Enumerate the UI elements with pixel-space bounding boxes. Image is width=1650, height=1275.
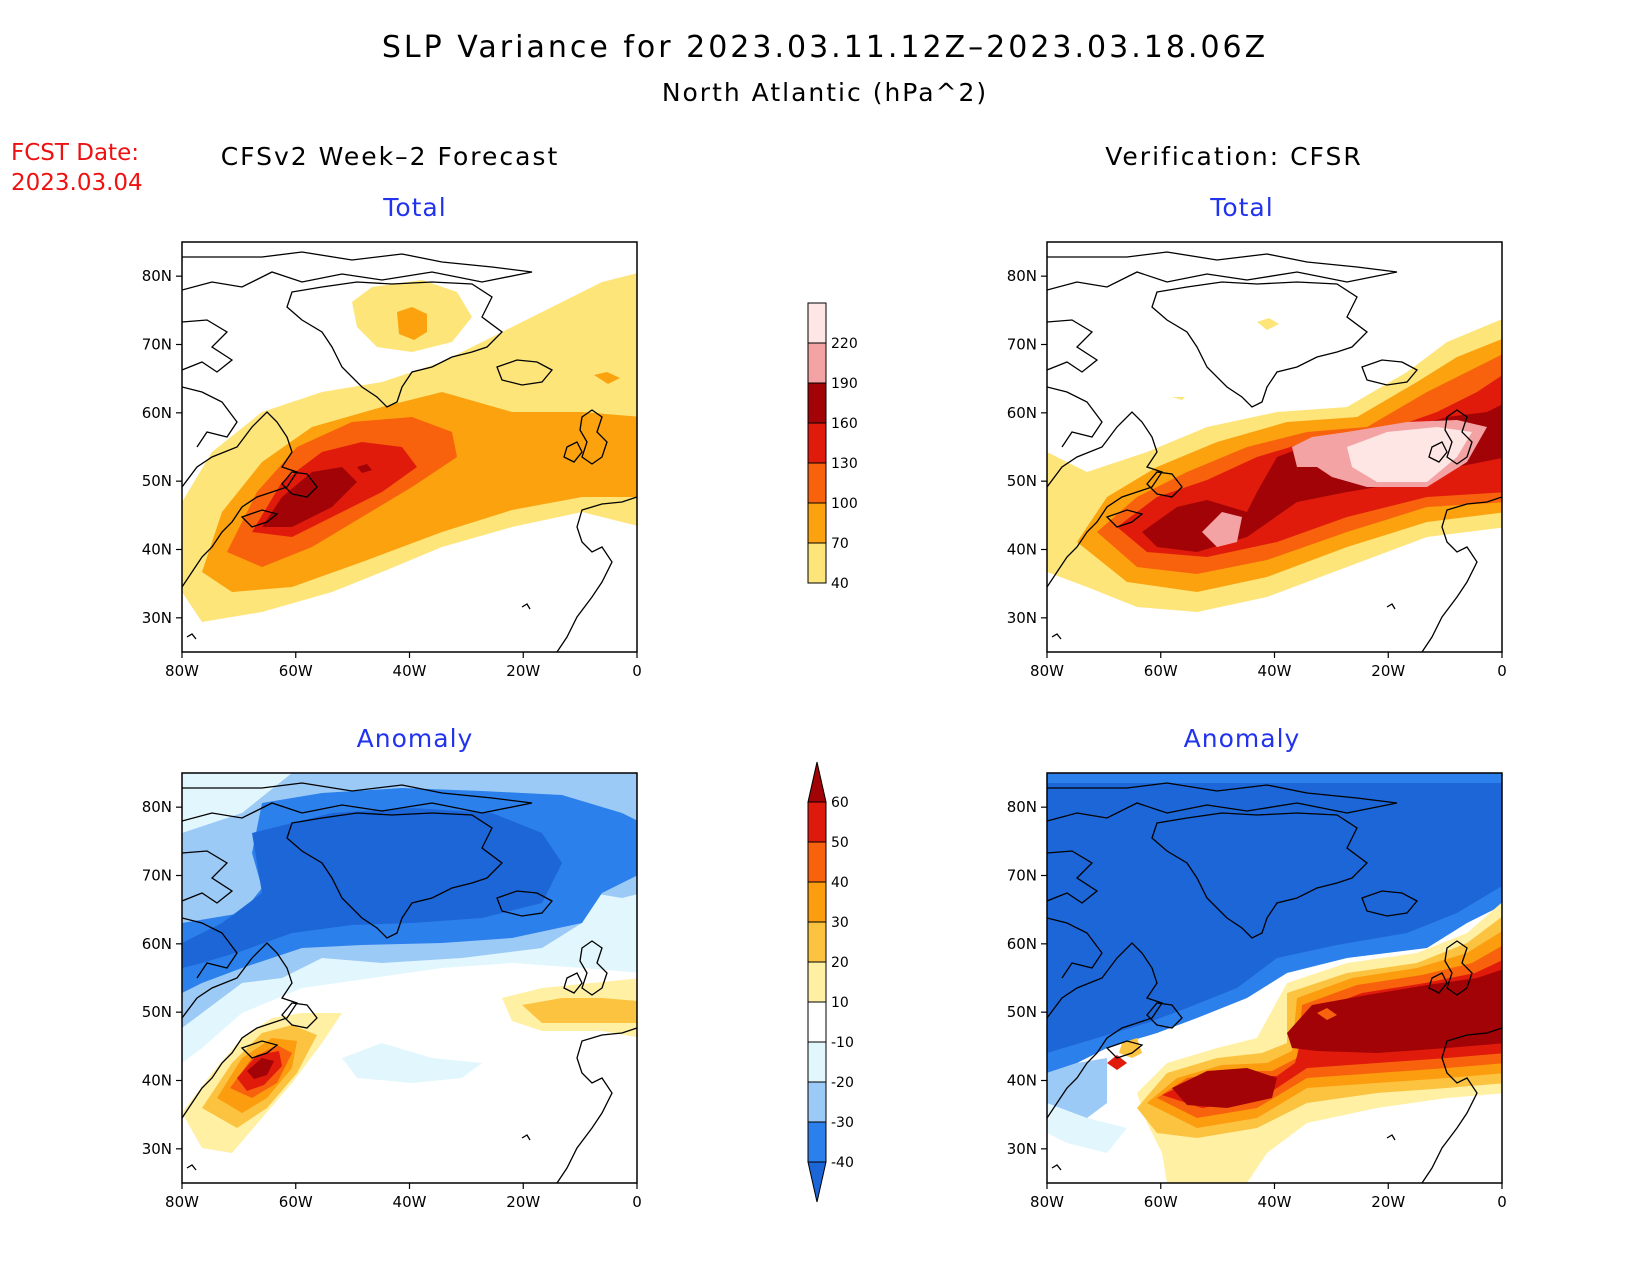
lat-tick-label: 60N (142, 404, 172, 422)
colorbar-level-label: -10 (831, 1035, 854, 1051)
lon-tick-label: 40W (1258, 662, 1292, 680)
page-title: SLP Variance for 2023.03.11.12Z–2023.03.… (381, 30, 1269, 65)
colorbar-swatch (807, 302, 827, 344)
lat-tick-label: 50N (1007, 1003, 1037, 1021)
colorbar-swatch (807, 1001, 827, 1043)
colorbar-swatch (807, 841, 827, 883)
colorbar-level-label: 100 (831, 496, 858, 512)
colorbar-swatch (807, 342, 827, 384)
colorbar-swatch (807, 462, 827, 504)
lon-tick-label: 0 (632, 662, 642, 680)
lat-tick-label: 80N (142, 798, 172, 816)
fcst-date-label: FCST Date: (11, 140, 139, 166)
colorbar-level-label: -40 (831, 1155, 854, 1171)
colorbar-swatch (807, 502, 827, 544)
lon-tick-label: 0 (632, 1193, 642, 1211)
column-title-verification: Verification: CFSR (1105, 142, 1363, 171)
colorbar-level-label: 40 (831, 576, 849, 592)
colorbar-level-label: 30 (831, 915, 849, 931)
lat-tick-label: 40N (142, 1072, 172, 1090)
lat-tick-label: 80N (1007, 798, 1037, 816)
colorbar-level-label: 40 (831, 875, 849, 891)
colorbar-swatch (807, 921, 827, 963)
colorbar-level-label: 10 (831, 995, 849, 1011)
colorbar-swatch (807, 1121, 827, 1163)
panel-title-forecast-total: Total (383, 193, 447, 222)
colorbar-level-label: 160 (831, 416, 858, 432)
column-title-forecast: CFSv2 Week–2 Forecast (220, 142, 560, 171)
lat-tick-label: 70N (142, 336, 172, 354)
lat-tick-label: 60N (1007, 404, 1037, 422)
lat-tick-label: 40N (142, 541, 172, 559)
colorbar-level-label: 60 (831, 795, 849, 811)
colorbar-level-label: 220 (831, 336, 858, 352)
lon-tick-label: 0 (1497, 1193, 1507, 1211)
lon-tick-label: 40W (393, 1193, 427, 1211)
colorbar-swatch (807, 1081, 827, 1123)
lon-tick-label: 60W (1144, 1193, 1178, 1211)
colorbar-level-label: 20 (831, 955, 849, 971)
lat-tick-label: 30N (142, 1140, 172, 1158)
lon-tick-label: 60W (279, 662, 313, 680)
colorbar-anomaly: -40 -30 -20 -10 10 20 30 40 50 60 (807, 761, 854, 1203)
colorbar-level-label: 190 (831, 376, 858, 392)
lat-tick-label: 60N (1007, 935, 1037, 953)
colorbar-swatch (807, 801, 827, 843)
lat-tick-label: 70N (142, 867, 172, 885)
lon-tick-label: 20W (506, 1193, 540, 1211)
colorbar-level-label: 70 (831, 536, 849, 552)
lon-tick-label: 20W (506, 662, 540, 680)
lat-tick-label: 40N (1007, 541, 1037, 559)
lon-tick-label: 40W (393, 662, 427, 680)
lat-tick-label: 30N (1007, 1140, 1037, 1158)
lon-tick-label: 0 (1497, 662, 1507, 680)
colorbar-swatch (807, 1041, 827, 1083)
lon-tick-label: 80W (1030, 1193, 1064, 1211)
lon-tick-label: 80W (165, 1193, 199, 1211)
colorbar-level-label: 50 (831, 835, 849, 851)
colorbar-swatch (807, 382, 827, 424)
lat-tick-label: 50N (142, 472, 172, 490)
colorbar-swatch (807, 961, 827, 1003)
panel-title-forecast-anomaly: Anomaly (356, 724, 474, 753)
lat-tick-label: 80N (142, 267, 172, 285)
colorbar-swatch (807, 1161, 827, 1203)
colorbar-swatch (807, 422, 827, 464)
lat-tick-label: 30N (142, 609, 172, 627)
panel-title-verification-total: Total (1210, 193, 1274, 222)
lat-tick-label: 40N (1007, 1072, 1037, 1090)
fcst-date-value: 2023.03.04 (11, 170, 143, 196)
lat-tick-label: 30N (1007, 609, 1037, 627)
colorbar-level-label: 130 (831, 456, 858, 472)
lon-tick-label: 60W (279, 1193, 313, 1211)
colorbar-total: 40 70 100 130 160 190 220 (807, 302, 858, 592)
lat-tick-label: 60N (142, 935, 172, 953)
lon-tick-label: 20W (1371, 662, 1405, 680)
colorbar-swatch (807, 881, 827, 923)
colorbar-swatch (807, 542, 827, 584)
lon-tick-label: 80W (1030, 662, 1064, 680)
lat-tick-label: 80N (1007, 267, 1037, 285)
lat-tick-label: 70N (1007, 336, 1037, 354)
map-forecast-anomaly (181, 772, 638, 1184)
map-verification-anomaly (1046, 772, 1503, 1184)
lon-tick-label: 80W (165, 662, 199, 680)
colorbar-level-label: -20 (831, 1075, 854, 1091)
lon-tick-label: 20W (1371, 1193, 1405, 1211)
lat-tick-label: 50N (142, 1003, 172, 1021)
map-verification-total (1046, 241, 1503, 653)
lon-tick-label: 60W (1144, 662, 1178, 680)
colorbar-swatch (807, 761, 827, 803)
lat-tick-label: 70N (1007, 867, 1037, 885)
map-forecast-total (181, 241, 638, 653)
colorbar-level-label: -30 (831, 1115, 854, 1131)
lat-tick-label: 50N (1007, 472, 1037, 490)
panel-title-verification-anomaly: Anomaly (1183, 724, 1301, 753)
lon-tick-label: 40W (1258, 1193, 1292, 1211)
page-subtitle: North Atlantic (hPa^2) (661, 78, 989, 107)
